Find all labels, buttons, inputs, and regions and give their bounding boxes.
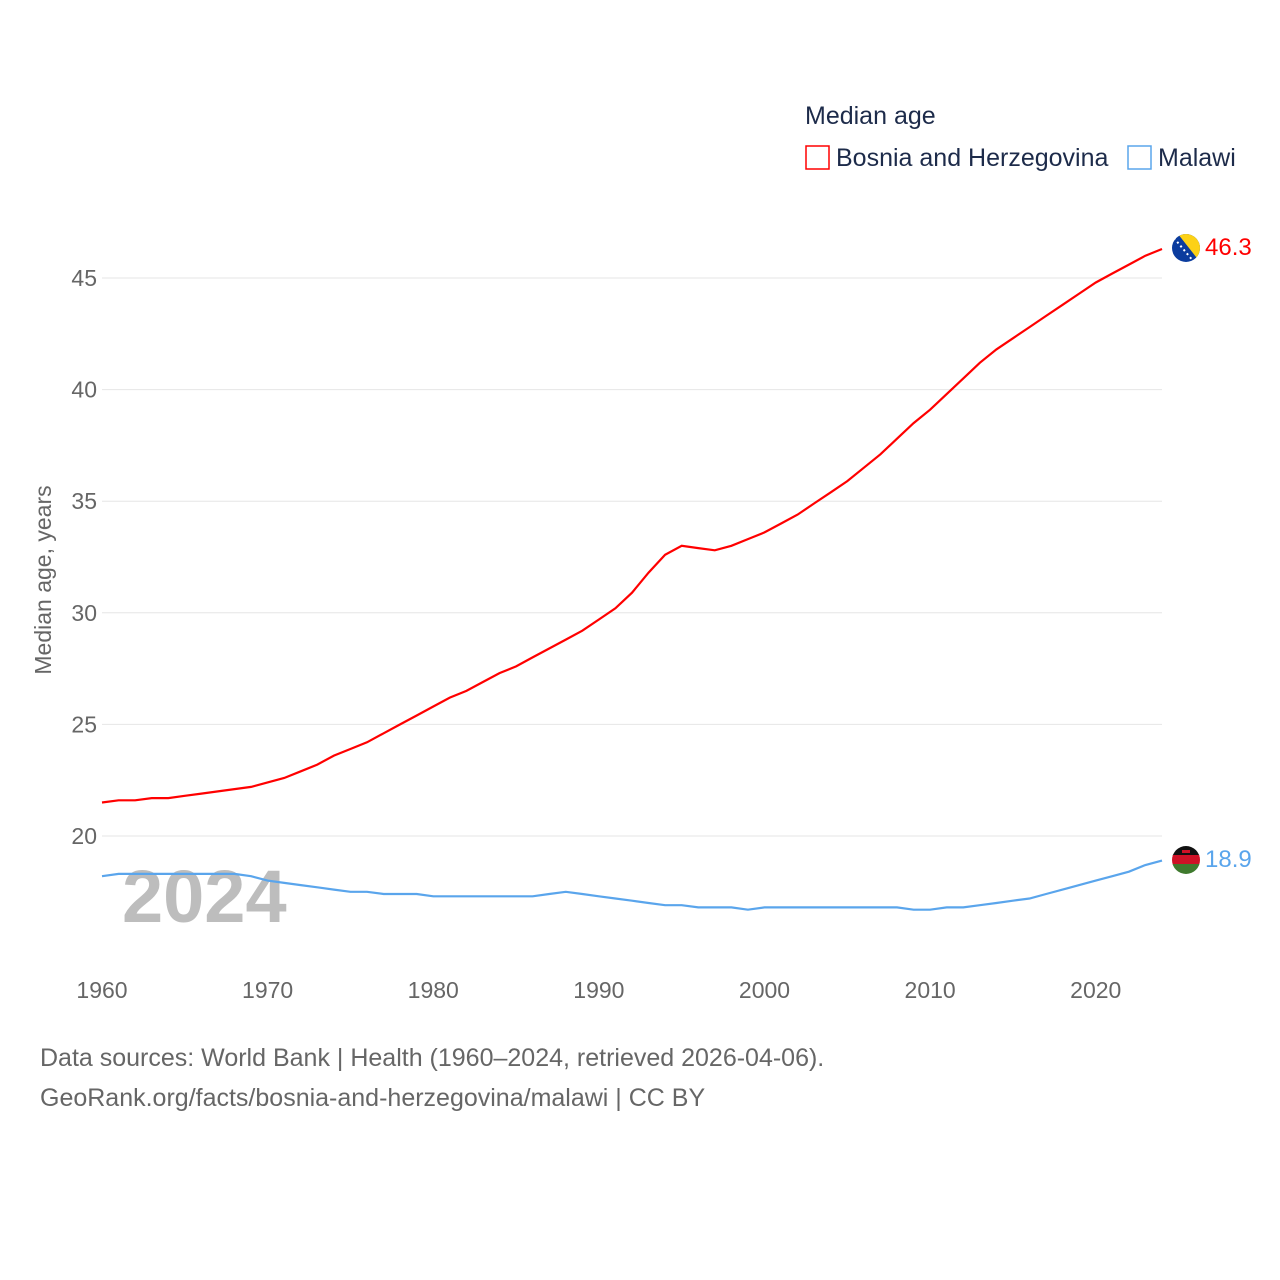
y-tick-label: 25 <box>71 711 97 737</box>
attribution-link[interactable]: GeoRank.org/facts/bosnia-and-herzegovina… <box>40 1084 706 1112</box>
legend-label-bosnia[interactable]: Bosnia and Herzegovina <box>836 144 1108 172</box>
series-line-malawi[interactable] <box>101 859 1163 911</box>
y-tick-label: 35 <box>71 488 97 514</box>
legend-swatch-malawi <box>1127 145 1152 170</box>
legend-label-malawi[interactable]: Malawi <box>1158 144 1236 172</box>
x-tick-label: 2010 <box>905 977 956 1003</box>
end-label-malawi: 18.9 <box>1205 846 1252 873</box>
legend-title: Median age <box>805 102 936 130</box>
y-tick-label: 20 <box>71 823 97 849</box>
series-line-bosnia[interactable] <box>101 247 1163 804</box>
watermark-year: 2024 <box>122 855 287 938</box>
malawi-flag-icon <box>1172 846 1200 874</box>
data-source-text: Data sources: World Bank | Health (1960–… <box>40 1044 825 1072</box>
x-tick-label: 2020 <box>1070 977 1121 1003</box>
x-tick-label: 1960 <box>76 977 127 1003</box>
x-tick-label: 1970 <box>242 977 293 1003</box>
y-tick-label: 45 <box>71 265 97 291</box>
y-tick-label: 40 <box>71 377 97 403</box>
y-axis-label: Median age, years <box>30 485 56 674</box>
bosnia-flag-icon <box>1172 234 1200 262</box>
x-tick-label: 1990 <box>573 977 624 1003</box>
x-tick-label: 1980 <box>408 977 459 1003</box>
y-tick-label: 30 <box>71 600 97 626</box>
x-tick-label: 2000 <box>739 977 790 1003</box>
end-label-bosnia: 46.3 <box>1205 234 1252 261</box>
legend-swatch-bosnia <box>805 145 830 170</box>
